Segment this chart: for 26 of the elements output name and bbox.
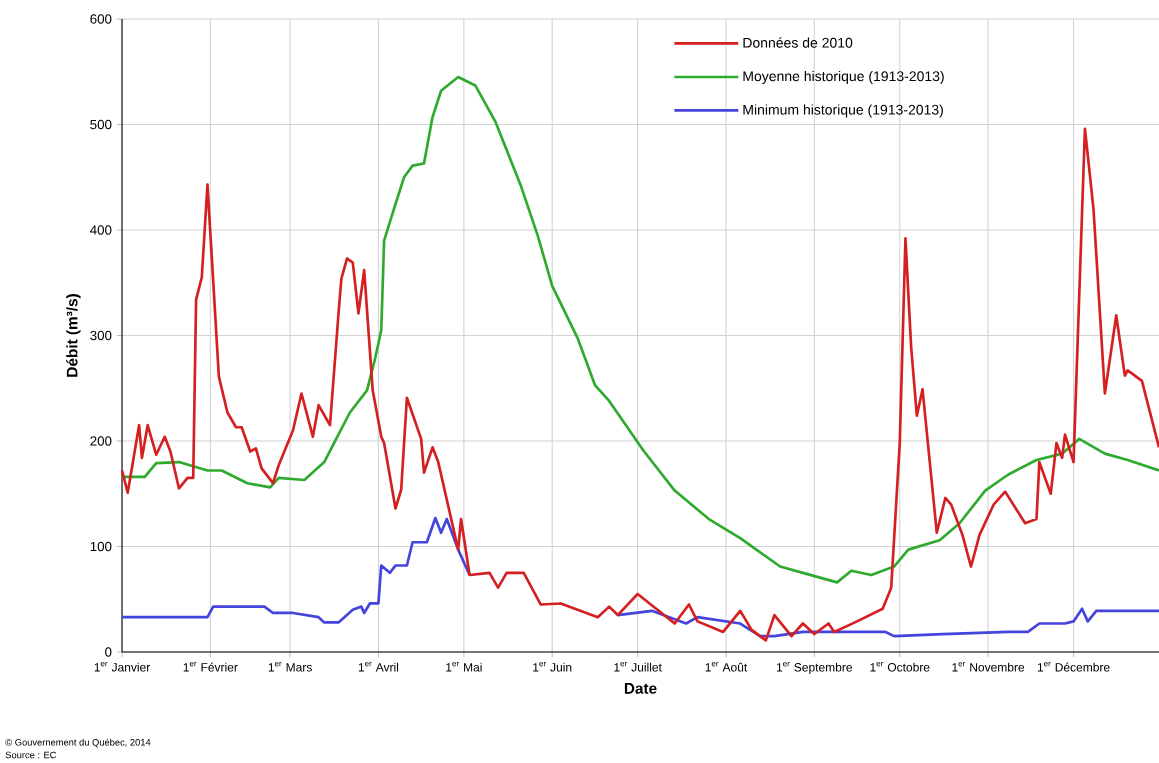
y-axis-title: Débit (m³/s): [66, 294, 81, 377]
source-note: Source : EC: [5, 751, 57, 759]
x-tick-label: 1$^{er}$ Août: [705, 662, 748, 672]
x-tick-label: 1$^{er}$ Juillet: [614, 662, 662, 672]
y-tick-label: 0: [105, 647, 112, 657]
legend-label: Données de 2010: [743, 37, 853, 48]
x-tick-label: 1$^{er}$ Avril: [358, 662, 399, 672]
y-tick-label: 500: [90, 119, 112, 130]
legend-label: Moyenne historique (1913-2013): [743, 70, 944, 84]
x-tick-label: 1$^{er}$ Mars: [268, 662, 312, 672]
y-tick-label: 400: [90, 225, 112, 235]
y-tick-label: 200: [90, 436, 112, 446]
x-tick-label: 1$^{er}$ Décembre: [1037, 662, 1110, 672]
y-tick-label: 600: [90, 14, 112, 24]
x-tick-label: 1$^{er}$ Janvier: [94, 662, 151, 672]
x-tick-label: 1$^{er}$ Novembre: [952, 662, 1025, 672]
y-tick-label: 100: [90, 541, 112, 552]
x-tick-label: 1$^{er}$ Mai: [446, 662, 482, 672]
x-tick-label: 1$^{er}$ Septembre: [776, 662, 852, 674]
text: © Gouvernement du Québec, 2014: [5, 738, 151, 748]
legend-label: Minimum historique (1913-2013): [743, 104, 943, 118]
y-tick-label: 300: [90, 330, 112, 341]
x-tick-label: 1$^{er}$ Février: [183, 662, 238, 672]
x-tick-label: 1$^{er}$ Juin: [533, 662, 572, 672]
x-tick-label: 1$^{er}$ Octobre: [870, 662, 930, 672]
x-axis-title: Date: [624, 683, 657, 694]
